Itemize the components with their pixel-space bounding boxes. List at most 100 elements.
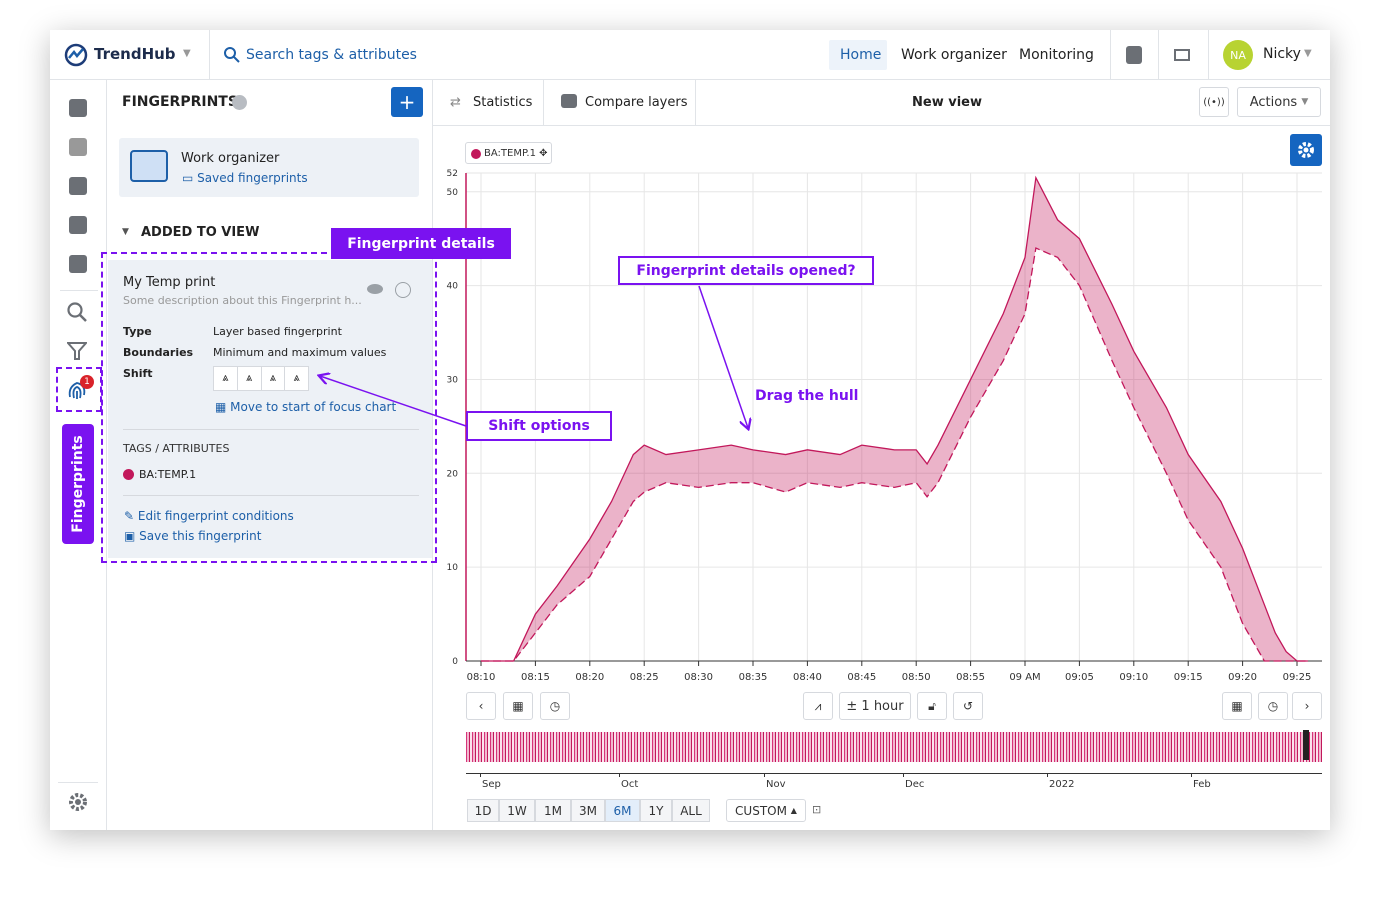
- field-value: Minimum and maximum values: [213, 346, 387, 359]
- range-button[interactable]: 1M: [535, 799, 571, 822]
- header-border: [50, 79, 1330, 80]
- lock-button[interactable]: 🔓︎: [917, 692, 947, 720]
- range-button[interactable]: ALL: [672, 799, 710, 822]
- tab-label[interactable]: Fingerprints: [70, 435, 86, 533]
- add-button[interactable]: +: [391, 87, 423, 117]
- nav-item[interactable]: Home: [840, 47, 882, 63]
- range-button[interactable]: 3M: [571, 799, 605, 822]
- compare-button[interactable]: Compare layers: [585, 95, 688, 110]
- actions-button[interactable]: Actions ▼: [1237, 87, 1321, 117]
- fingerprint-icon[interactable]: [66, 379, 88, 401]
- user-name[interactable]: Nicky: [1263, 46, 1301, 62]
- tag-name: BA:TEMP.1: [139, 468, 197, 481]
- remove-icon[interactable]: [395, 282, 411, 298]
- shift-button[interactable]: ⩓: [238, 367, 262, 390]
- save-link[interactable]: ▣ Save this fingerprint: [124, 529, 262, 543]
- folder-link[interactable]: ▭ Saved fingerprints: [182, 171, 308, 185]
- settings-icon[interactable]: [67, 791, 89, 813]
- clock-button[interactable]: ◷: [1258, 692, 1288, 720]
- annotation-label: Shift options: [466, 411, 612, 441]
- actions-label[interactable]: Actions: [1249, 94, 1298, 110]
- fingerprints-tab[interactable]: [62, 424, 94, 544]
- rail-icon[interactable]: [69, 216, 87, 234]
- navigator-tick: [480, 773, 481, 777]
- logo-text: TrendHub: [94, 45, 176, 63]
- chart-type-button[interactable]: ⩘: [803, 692, 833, 720]
- swap-icon: ⇄: [450, 95, 461, 110]
- legend-label: BA:TEMP.1: [484, 147, 536, 159]
- field-label: Shift: [123, 367, 153, 380]
- annotation-text: Drag the hull: [755, 388, 859, 404]
- logo-icon: [64, 43, 88, 67]
- toolbar-border: [433, 125, 1330, 126]
- rail-icon[interactable]: [69, 99, 87, 117]
- folder-link-text[interactable]: Saved fingerprints: [197, 171, 308, 185]
- shift-button[interactable]: ⩓: [262, 367, 286, 390]
- navigator-label: Sep: [482, 779, 501, 790]
- legend-tag[interactable]: BA:TEMP.1 ✥: [465, 142, 552, 164]
- custom-button[interactable]: CUSTOM ▲: [726, 799, 806, 822]
- folder-title: Work organizer: [181, 151, 280, 166]
- field-value: Layer based fingerprint: [213, 325, 342, 338]
- statistics-button[interactable]: Statistics: [473, 95, 533, 110]
- visibility-icon[interactable]: [367, 284, 383, 294]
- help-icon[interactable]: [1126, 46, 1142, 64]
- navigator-tick: [1191, 773, 1192, 777]
- history-button[interactable]: ↺: [953, 692, 983, 720]
- shift-button[interactable]: ⩓: [214, 367, 238, 390]
- save-link-text[interactable]: Save this fingerprint: [139, 529, 262, 543]
- caret[interactable]: ▼: [183, 48, 191, 59]
- navigator-tick: [903, 773, 904, 777]
- rail-icon[interactable]: [69, 177, 87, 195]
- navigator-series: [466, 732, 1322, 762]
- nav-item[interactable]: Monitoring: [1019, 47, 1094, 63]
- view-title: New view: [912, 95, 982, 110]
- shift-buttons: ⩓ ⩓ ⩓ ⩓: [213, 366, 309, 391]
- rail-border: [106, 80, 107, 830]
- caret[interactable]: ▼: [1304, 48, 1312, 59]
- range-button[interactable]: 1W: [499, 799, 535, 822]
- custom-icon[interactable]: ⊡: [812, 803, 822, 816]
- nav-item[interactable]: Work organizer: [901, 47, 1007, 63]
- gear-icon[interactable]: [1296, 140, 1316, 160]
- range-button[interactable]: 1Y: [640, 799, 672, 822]
- divider: [123, 429, 419, 430]
- search-icon[interactable]: [66, 301, 88, 323]
- divider: [1158, 30, 1159, 80]
- shift-button[interactable]: ⩓: [293, 371, 300, 384]
- rail-icon[interactable]: [69, 138, 87, 156]
- calendar-button[interactable]: ▦: [503, 692, 533, 720]
- nav-active-bg: [829, 40, 887, 70]
- range-button[interactable]: 1D: [467, 799, 499, 822]
- annotation-label: Fingerprint details opened?: [618, 256, 874, 285]
- navigator-label: 2022: [1049, 779, 1075, 790]
- calendar-button[interactable]: ▦: [1222, 692, 1252, 720]
- next-button[interactable]: ›: [1292, 692, 1322, 720]
- annotation-label: Fingerprint details: [331, 228, 511, 259]
- highlight-box: [101, 252, 437, 563]
- edit-link-text[interactable]: Edit fingerprint conditions: [137, 509, 294, 523]
- edit-link[interactable]: ✎ Edit fingerprint conditions: [124, 509, 294, 523]
- clock-button[interactable]: ◷: [540, 692, 570, 720]
- prev-button[interactable]: ‹: [466, 692, 496, 720]
- divider: [543, 80, 544, 125]
- navigator-label: Feb: [1193, 779, 1211, 790]
- range-button[interactable]: 6M: [605, 799, 640, 822]
- navigator-handle[interactable]: [1303, 730, 1309, 760]
- navigator-label: Dec: [905, 779, 925, 790]
- tags-title: TAGS / ATTRIBUTES: [123, 442, 230, 455]
- zoom-button[interactable]: ± 1 hour: [839, 692, 911, 720]
- live-button[interactable]: ((•)): [1199, 87, 1229, 117]
- rail-icon[interactable]: [69, 255, 87, 273]
- search-input[interactable]: Search tags & attributes: [246, 47, 417, 63]
- divider: [1208, 30, 1209, 80]
- avatar[interactable]: NA: [1223, 40, 1253, 70]
- help-icon[interactable]: [232, 95, 247, 110]
- legend-dot: [471, 149, 481, 159]
- caret[interactable]: ▼: [122, 227, 129, 237]
- folder-card[interactable]: [119, 138, 419, 197]
- mail-icon[interactable]: [1174, 49, 1190, 61]
- custom-label[interactable]: CUSTOM: [735, 803, 787, 818]
- filter-icon[interactable]: [67, 341, 87, 361]
